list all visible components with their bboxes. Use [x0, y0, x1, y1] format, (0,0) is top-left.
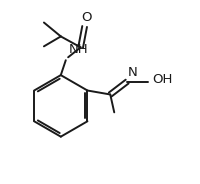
- Text: N: N: [127, 66, 137, 79]
- Text: OH: OH: [152, 73, 172, 86]
- Text: NH: NH: [68, 43, 88, 56]
- Text: O: O: [81, 10, 91, 24]
